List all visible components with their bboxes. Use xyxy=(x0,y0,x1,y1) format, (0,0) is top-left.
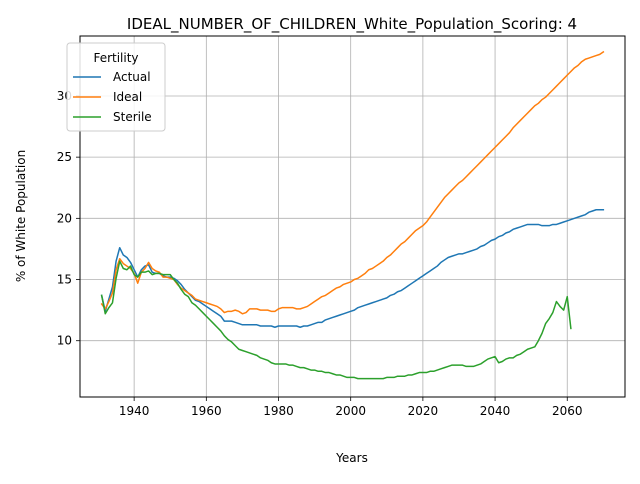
legend-label-sterile: Sterile xyxy=(113,110,152,124)
x-tick-label: 2040 xyxy=(480,404,511,418)
x-tick-label: 1980 xyxy=(263,404,294,418)
y-tick-label: 20 xyxy=(57,211,72,225)
x-tick-label: 2000 xyxy=(335,404,366,418)
y-axis-label: % of White Population xyxy=(14,150,28,282)
legend-box xyxy=(66,42,166,132)
chart-title: IDEAL_NUMBER_OF_CHILDREN_White_Populatio… xyxy=(127,15,577,34)
y-tick-label: 25 xyxy=(57,150,72,164)
legend-label-ideal: Ideal xyxy=(113,90,142,104)
legend-entries: Actual Ideal Sterile xyxy=(73,70,152,124)
series-lines xyxy=(100,50,605,380)
plot-area-frame xyxy=(79,35,626,398)
legend-label-actual: Actual xyxy=(113,70,151,84)
x-axis-label: Years xyxy=(335,451,368,465)
y-tick-label: 15 xyxy=(57,273,72,287)
series-line-sterile xyxy=(100,260,572,380)
x-tick-label: 2060 xyxy=(552,404,583,418)
x-tick-label: 1940 xyxy=(119,404,150,418)
y-tick-label: 10 xyxy=(57,334,72,348)
grid-lines xyxy=(80,36,625,397)
series-line-actual xyxy=(100,209,605,328)
x-tick-label: 1960 xyxy=(191,404,222,418)
legend-title: Fertility xyxy=(93,51,138,65)
x-tick-label: 2020 xyxy=(408,404,439,418)
legend: Fertility Actual Ideal Sterile xyxy=(66,42,166,132)
series-line-ideal xyxy=(100,50,605,315)
